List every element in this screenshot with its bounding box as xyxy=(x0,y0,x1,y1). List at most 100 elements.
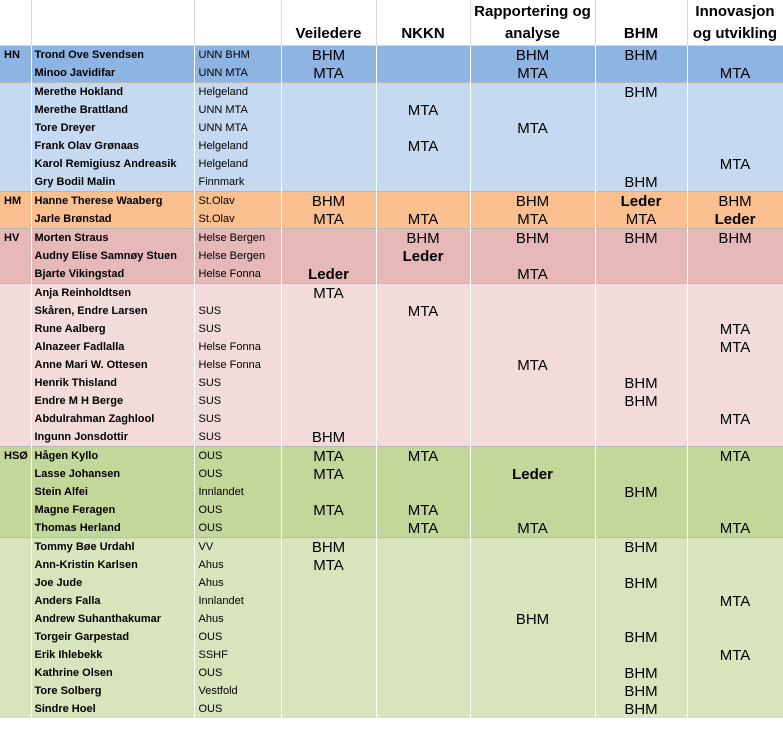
region-cell[interactable]: HN xyxy=(0,45,32,64)
name-cell[interactable]: Rune Aalberg xyxy=(31,320,195,338)
org-cell[interactable]: Ahus xyxy=(194,610,282,628)
rapportering-cell[interactable] xyxy=(470,155,596,173)
bhm-cell[interactable] xyxy=(595,501,688,519)
nkkn-cell[interactable]: MTA xyxy=(376,446,471,465)
innovasjon-cell[interactable] xyxy=(687,302,783,320)
bhm-cell[interactable] xyxy=(595,101,688,119)
nkkn-cell[interactable] xyxy=(376,338,471,356)
name-cell[interactable]: Ingunn Jonsdottir xyxy=(31,428,195,447)
name-cell[interactable]: Hågen Kyllo xyxy=(31,446,195,465)
nkkn-cell[interactable] xyxy=(376,356,471,374)
region-cell[interactable] xyxy=(0,610,32,628)
nkkn-cell[interactable] xyxy=(376,700,471,718)
region-cell[interactable] xyxy=(0,465,32,483)
veiledere-cell[interactable] xyxy=(281,592,377,610)
bhm-cell[interactable]: BHM xyxy=(595,82,688,101)
region-cell[interactable] xyxy=(0,265,32,284)
region-cell[interactable] xyxy=(0,574,32,592)
nkkn-cell[interactable] xyxy=(376,45,471,64)
innovasjon-cell[interactable] xyxy=(687,173,783,192)
veiledere-cell[interactable] xyxy=(281,228,377,247)
org-cell[interactable]: UNN BHM xyxy=(194,45,282,64)
org-cell[interactable]: Ahus xyxy=(194,556,282,574)
region-cell[interactable] xyxy=(0,101,32,119)
name-cell[interactable]: Tommy Bøe Urdahl xyxy=(31,537,195,556)
rapportering-cell[interactable] xyxy=(470,392,596,410)
name-cell[interactable]: Merethe Brattland xyxy=(31,101,195,119)
nkkn-cell[interactable] xyxy=(376,610,471,628)
bhm-cell[interactable] xyxy=(595,265,688,284)
rapportering-cell[interactable]: MTA xyxy=(470,356,596,374)
veiledere-cell[interactable] xyxy=(281,302,377,320)
veiledere-cell[interactable] xyxy=(281,374,377,392)
innovasjon-cell[interactable] xyxy=(687,574,783,592)
region-cell[interactable] xyxy=(0,410,32,428)
name-cell[interactable]: Andrew Suhanthakumar xyxy=(31,610,195,628)
bhm-cell[interactable] xyxy=(595,356,688,374)
region-cell[interactable] xyxy=(0,64,32,83)
veiledere-cell[interactable] xyxy=(281,173,377,192)
region-cell[interactable] xyxy=(0,155,32,173)
nkkn-cell[interactable] xyxy=(376,428,471,447)
org-cell[interactable]: Helgeland xyxy=(194,155,282,173)
org-cell[interactable]: OUS xyxy=(194,628,282,646)
region-cell[interactable] xyxy=(0,592,32,610)
org-cell[interactable]: OUS xyxy=(194,465,282,483)
name-cell[interactable]: Alnazeer Fadlalla xyxy=(31,338,195,356)
veiledere-cell[interactable] xyxy=(281,519,377,538)
org-cell[interactable]: Vestfold xyxy=(194,682,282,700)
rapportering-cell[interactable]: BHM xyxy=(470,228,596,247)
header-veiledere[interactable]: Veiledere xyxy=(281,0,377,46)
name-cell[interactable]: Stein Alfei xyxy=(31,483,195,501)
innovasjon-cell[interactable] xyxy=(687,101,783,119)
name-cell[interactable]: Trond Ove Svendsen xyxy=(31,45,195,64)
bhm-cell[interactable] xyxy=(595,302,688,320)
name-cell[interactable]: Morten Straus xyxy=(31,228,195,247)
region-cell[interactable] xyxy=(0,392,32,410)
org-cell[interactable]: Helse Fonna xyxy=(194,356,282,374)
name-cell[interactable]: Erik Ihlebekk xyxy=(31,646,195,664)
innovasjon-cell[interactable] xyxy=(687,82,783,101)
veiledere-cell[interactable]: MTA xyxy=(281,64,377,83)
bhm-cell[interactable]: BHM xyxy=(595,483,688,501)
veiledere-cell[interactable] xyxy=(281,392,377,410)
name-cell[interactable]: Magne Feragen xyxy=(31,501,195,519)
region-cell[interactable] xyxy=(0,283,32,302)
nkkn-cell[interactable] xyxy=(376,664,471,682)
org-cell[interactable]: SUS xyxy=(194,302,282,320)
rapportering-cell[interactable] xyxy=(470,592,596,610)
bhm-cell[interactable] xyxy=(595,155,688,173)
veiledere-cell[interactable] xyxy=(281,338,377,356)
name-cell[interactable]: Joe Jude xyxy=(31,574,195,592)
bhm-cell[interactable]: BHM xyxy=(595,374,688,392)
nkkn-cell[interactable] xyxy=(376,374,471,392)
veiledere-cell[interactable]: Leder xyxy=(281,265,377,284)
name-cell[interactable]: Endre M H Berge xyxy=(31,392,195,410)
innovasjon-cell[interactable] xyxy=(687,374,783,392)
region-cell[interactable] xyxy=(0,501,32,519)
nkkn-cell[interactable] xyxy=(376,410,471,428)
veiledere-cell[interactable]: BHM xyxy=(281,191,377,210)
org-cell[interactable]: UNN MTA xyxy=(194,101,282,119)
region-cell[interactable] xyxy=(0,428,32,447)
org-cell[interactable]: Helgeland xyxy=(194,82,282,101)
name-cell[interactable]: Hanne Therese Waaberg xyxy=(31,191,195,210)
org-cell[interactable] xyxy=(194,283,282,302)
bhm-cell[interactable] xyxy=(595,519,688,538)
header-bhm[interactable]: BHM xyxy=(595,0,688,46)
bhm-cell[interactable] xyxy=(595,320,688,338)
org-cell[interactable]: Ahus xyxy=(194,574,282,592)
innovasjon-cell[interactable]: MTA xyxy=(687,338,783,356)
veiledere-cell[interactable] xyxy=(281,664,377,682)
rapportering-cell[interactable] xyxy=(470,374,596,392)
bhm-cell[interactable]: BHM xyxy=(595,664,688,682)
bhm-cell[interactable]: BHM xyxy=(595,700,688,718)
name-cell[interactable]: Anja Reinholdtsen xyxy=(31,283,195,302)
nkkn-cell[interactable] xyxy=(376,155,471,173)
org-cell[interactable]: UNN MTA xyxy=(194,119,282,137)
innovasjon-cell[interactable] xyxy=(687,119,783,137)
rapportering-cell[interactable]: MTA xyxy=(470,119,596,137)
name-cell[interactable]: Skåren, Endre Larsen xyxy=(31,302,195,320)
innovasjon-cell[interactable] xyxy=(687,137,783,155)
veiledere-cell[interactable]: MTA xyxy=(281,446,377,465)
